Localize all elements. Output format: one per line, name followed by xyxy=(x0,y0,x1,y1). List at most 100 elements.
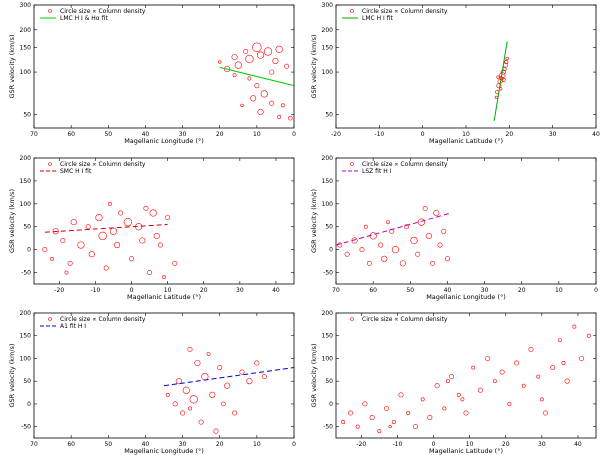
data-layer xyxy=(163,346,294,434)
x-tick-label: 0 xyxy=(130,287,134,294)
data-point xyxy=(182,386,190,394)
data-point xyxy=(404,224,410,230)
data-point xyxy=(180,410,186,416)
x-tick-label: 20 xyxy=(216,131,224,138)
x-tick-label: 60 xyxy=(67,131,75,138)
x-axis-label: Magellanic Latitude (°) xyxy=(429,447,503,455)
data-point xyxy=(437,242,443,248)
data-point xyxy=(381,255,388,262)
data-point xyxy=(224,66,231,73)
x-tick-label: 60 xyxy=(67,441,75,448)
data-point xyxy=(252,42,262,53)
legend-label: Circle size ∝ Column density xyxy=(362,161,448,168)
data-point xyxy=(422,205,428,211)
data-point xyxy=(564,378,570,384)
data-point xyxy=(189,395,198,404)
data-point xyxy=(198,419,204,425)
data-point xyxy=(391,246,400,254)
data-point xyxy=(572,324,577,329)
x-tick-label: 20 xyxy=(506,131,514,138)
plot-frame xyxy=(335,157,597,285)
data-point xyxy=(269,100,275,106)
x-tick-label: 30 xyxy=(481,287,489,294)
data-point xyxy=(260,90,268,98)
data-point xyxy=(256,51,265,59)
legend-marker xyxy=(350,9,354,13)
y-axis-label: GSR velocity (km/s) xyxy=(310,35,318,99)
data-point xyxy=(70,219,77,226)
data-point xyxy=(507,401,512,406)
data-point xyxy=(272,57,279,64)
data-point xyxy=(109,227,118,235)
y-tick-label: 100 xyxy=(20,355,32,362)
data-point xyxy=(232,73,237,78)
data-point xyxy=(103,265,109,271)
data-point xyxy=(449,374,455,380)
data-point xyxy=(254,83,260,89)
data-point xyxy=(433,209,440,217)
data-point xyxy=(412,424,418,430)
x-tick-label: -20 xyxy=(356,441,366,448)
data-point xyxy=(434,383,440,389)
data-point xyxy=(250,95,257,102)
data-point xyxy=(417,218,426,226)
data-point xyxy=(528,346,534,352)
y-tick-label: 200 xyxy=(20,310,32,317)
y-tick-label: 50 xyxy=(23,378,31,385)
data-point xyxy=(499,369,505,375)
x-tick-label: 10 xyxy=(555,287,563,294)
data-point xyxy=(425,232,432,239)
data-point xyxy=(477,387,483,393)
data-point xyxy=(542,410,548,416)
y-tick-label: 100 xyxy=(20,69,32,76)
data-point xyxy=(165,392,170,397)
legend-fit-label: LMC H I fit xyxy=(362,15,393,22)
x-tick-label: 40 xyxy=(142,131,150,138)
x-tick-label: 70 xyxy=(30,131,38,138)
data-point xyxy=(188,406,192,411)
x-tick-label: -10 xyxy=(392,441,402,448)
fit-line xyxy=(163,367,294,387)
y-tick-label: 200 xyxy=(20,155,32,162)
y-tick-label: 150 xyxy=(322,333,334,340)
data-point xyxy=(539,397,544,402)
data-point xyxy=(441,228,447,234)
data-point xyxy=(277,114,282,119)
x-axis-label: Magellanic Longitude (°) xyxy=(124,137,204,145)
y-axis-label: GSR velocity (km/s) xyxy=(8,344,16,408)
data-point xyxy=(114,242,121,249)
data-point xyxy=(245,54,254,64)
data-point xyxy=(231,53,238,61)
y-tick-label: -50 xyxy=(323,424,333,431)
data-point xyxy=(347,410,353,416)
y-tick-label: 50 xyxy=(23,111,31,118)
chart-panel-3: -20 -10 0 10 20 30 40 -50 0 50 100 150 200 Magellanic… xyxy=(8,155,295,301)
data-point xyxy=(521,383,526,388)
data-point xyxy=(201,373,209,381)
data-layer xyxy=(341,324,591,434)
x-tick-label: 40 xyxy=(444,287,452,294)
chart-panel-1: 70 60 50 40 30 20 10 050100150200300Magellanic … xyxy=(8,2,296,145)
legend-fit-label: A1 fit H I xyxy=(60,323,86,330)
x-tick-label: 10 xyxy=(253,441,261,448)
data-point xyxy=(561,361,566,365)
legend-label: Circle size ∝ Column density xyxy=(362,316,448,323)
chart-panel-4: 70 60 50 40 30 20 10 0-50050100150200Magellanic… xyxy=(310,155,598,301)
data-point xyxy=(175,378,182,385)
x-tick-label: -20 xyxy=(54,287,64,294)
x-axis-label: Magellanic Longitude (°) xyxy=(124,447,204,455)
data-point xyxy=(386,220,390,225)
y-tick-label: 50 xyxy=(325,378,333,385)
legend-marker xyxy=(350,162,354,166)
data-point xyxy=(147,270,153,276)
y-tick-label: 0 xyxy=(329,401,333,408)
data-point xyxy=(139,237,146,244)
data-point xyxy=(366,260,372,266)
data-point xyxy=(359,247,365,253)
x-axis-label: Magellanic Latitude (°) xyxy=(429,137,503,145)
y-tick-label: 150 xyxy=(322,178,334,185)
y-tick-label: -50 xyxy=(21,270,31,277)
plot-frame xyxy=(33,4,295,129)
legend-label: Circle size ∝ Column density xyxy=(60,316,146,323)
